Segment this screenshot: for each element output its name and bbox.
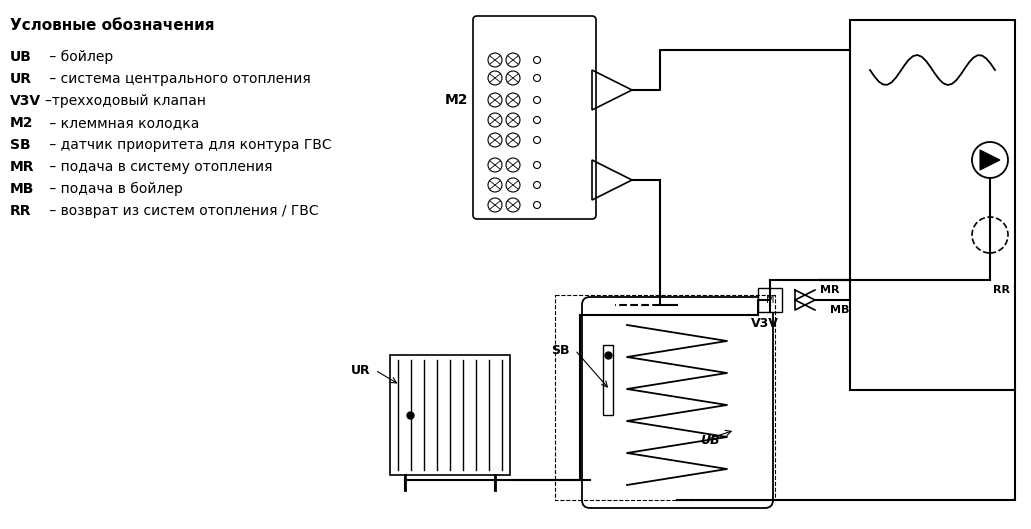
Bar	[390, 355, 510, 475]
Text: M2: M2	[445, 93, 468, 107]
Text: M: M	[766, 295, 774, 305]
Text: – подача в систему отопления: – подача в систему отопления	[45, 160, 272, 174]
Text: – датчик приоритета для контура ГВС: – датчик приоритета для контура ГВС	[45, 138, 332, 152]
Text: MR: MR	[10, 160, 34, 174]
Text: MB: MB	[830, 305, 850, 315]
Text: –трехходовый клапан: –трехходовый клапан	[45, 94, 206, 108]
Text: – подача в бойлер: – подача в бойлер	[45, 182, 182, 196]
Bar	[758, 288, 781, 312]
Text: SB: SB	[552, 343, 570, 357]
Text: – система центрального отопления: – система центрального отопления	[45, 72, 310, 86]
Text: UB: UB	[10, 50, 32, 64]
Text: – бойлер: – бойлер	[45, 50, 113, 64]
Text: RR: RR	[10, 204, 32, 218]
Text: – возврат из систем отопления / ГВС: – возврат из систем отопления / ГВС	[45, 204, 319, 218]
Polygon shape	[980, 150, 1000, 170]
FancyBboxPatch shape	[473, 16, 596, 219]
Bar	[603, 345, 613, 415]
Text: Условные обозначения: Условные обозначения	[10, 18, 214, 33]
Text: UR: UR	[10, 72, 32, 86]
Text: RR: RR	[993, 285, 1010, 295]
Text: V3V: V3V	[751, 317, 779, 330]
Text: V3V: V3V	[10, 94, 41, 108]
Text: MR: MR	[820, 285, 839, 295]
Text: UR: UR	[351, 363, 370, 377]
Text: MB: MB	[10, 182, 34, 196]
Text: UB: UB	[700, 433, 720, 446]
Text: SB: SB	[10, 138, 31, 152]
Text: M2: M2	[10, 116, 33, 130]
Text: – клеммная колодка: – клеммная колодка	[45, 116, 199, 130]
FancyBboxPatch shape	[583, 297, 773, 508]
